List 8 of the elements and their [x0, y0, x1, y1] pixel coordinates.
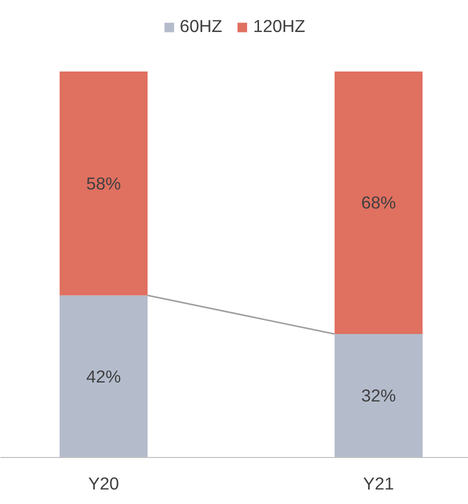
- x-tick-label: Y20: [88, 474, 120, 494]
- legend-label: 60HZ: [180, 16, 222, 37]
- data-label: 58%: [86, 173, 121, 194]
- legend-label: 120HZ: [253, 16, 306, 37]
- data-label: 32%: [361, 386, 396, 406]
- data-label: 68%: [361, 192, 396, 213]
- data-label: 42%: [86, 366, 121, 386]
- x-tick-label: Y21: [363, 474, 394, 494]
